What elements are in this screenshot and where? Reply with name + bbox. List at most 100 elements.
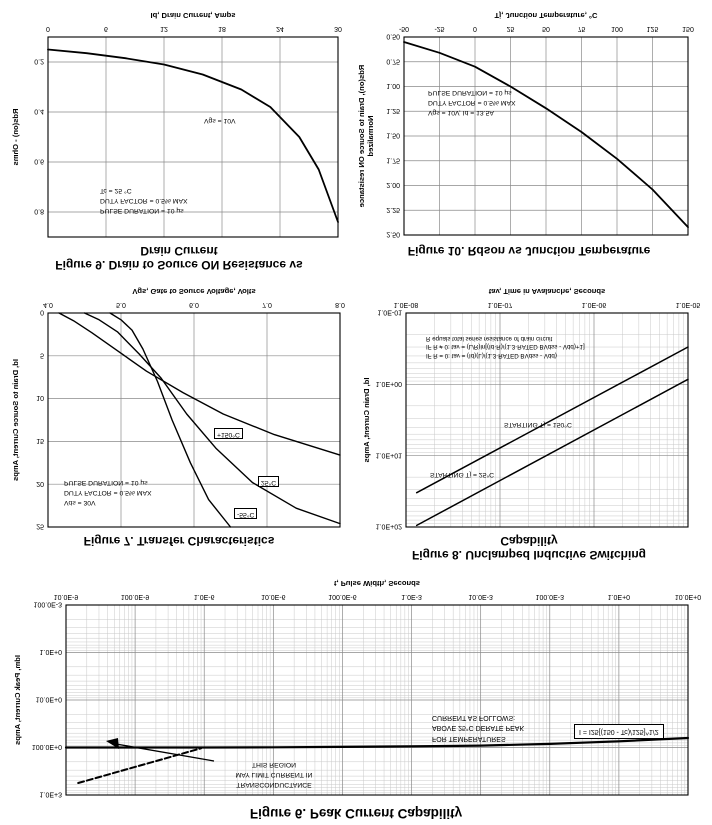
- annotation-line: R equals total series resistance of drai…: [426, 334, 553, 342]
- derating-formula: I = I25[(150 - Tc)/125]^1/2: [574, 723, 664, 739]
- annotation-line: DUTY FACTOR = 0.5% MAX: [64, 488, 152, 496]
- annotation-line: PULSE DURATION = 10 μs: [428, 88, 512, 96]
- svg-text:8.0: 8.0: [335, 301, 345, 308]
- svg-text:6: 6: [104, 25, 108, 32]
- svg-text:0.75: 0.75: [386, 57, 400, 64]
- figure-9-rdson-vs-drain-current: Figure 9. Drain to Source ON Resistance …: [8, 5, 350, 273]
- svg-text:0: 0: [473, 25, 477, 32]
- svg-text:Tj, Junction Temperature, °C: Tj, Junction Temperature, °C: [495, 11, 598, 20]
- svg-text:125: 125: [647, 25, 659, 32]
- annotation-line: ABOVE 25°C DERATE PEAK: [432, 724, 525, 732]
- svg-text:1.0E-07: 1.0E-07: [488, 301, 513, 308]
- figure-6-chart-area: 10.0E-9 100.0E-9 1.0E-6 10.0E-6 100.0E-6 1.0E…: [8, 571, 704, 801]
- svg-text:0.4: 0.4: [34, 108, 44, 115]
- annotation-line: IF R = 0: tav = (Id)(L)/(1.3·RATED BVdss…: [426, 352, 557, 359]
- svg-text:7.0: 7.0: [262, 301, 272, 308]
- svg-text:0.2: 0.2: [34, 58, 44, 65]
- svg-text:1.0E+02: 1.0E+02: [376, 523, 402, 530]
- figure-10-conditions: Vgs = 10V, Id = 13.5A DUTY FACTOR = 0.5%…: [428, 86, 516, 117]
- annotation-line: CURRENT AS FOLLOWS:: [432, 714, 516, 721]
- svg-text:0: 0: [40, 309, 44, 316]
- curve-label-plus-150C: +150°C: [214, 428, 243, 439]
- svg-text:2.25: 2.25: [386, 206, 400, 213]
- peak-current-capability-chart: 10.0E-9 100.0E-9 1.0E-6 10.0E-6 100.0E-6 1.0E…: [13, 579, 701, 798]
- svg-text:10.0E+0: 10.0E+0: [36, 696, 62, 703]
- svg-text:4.0: 4.0: [43, 301, 53, 308]
- svg-text:1.0E-08: 1.0E-08: [394, 301, 419, 308]
- svg-text:Rds(on), Drain to Source ON re: Rds(on), Drain to Source ON resistance: [358, 65, 366, 208]
- svg-text:18: 18: [218, 25, 226, 32]
- normalized-rdson-chart: -50 -25 0 25 50 75 100 125 150 0.50 0.75 1.00 1.25 1.…: [358, 11, 694, 238]
- annotation-line: Tc = 25 °C: [100, 186, 132, 194]
- svg-text:Normalized: Normalized: [366, 116, 375, 157]
- starting-tj-25C-label: STARTING Tj = 25°C: [430, 471, 495, 478]
- svg-text:2.00: 2.00: [386, 181, 400, 188]
- annotation-line: MAY LIMIT CURRENT IN: [235, 770, 313, 778]
- svg-text:t, Pulse Width, Seconds: t, Pulse Width, Seconds: [334, 579, 420, 588]
- svg-text:5: 5: [40, 351, 44, 358]
- annotation-line: IF R ≠ 0: tav = (L/R)ln[(Id·R)/(1.3·RATE…: [426, 343, 585, 351]
- svg-text:24: 24: [276, 25, 284, 32]
- svg-text:0.6: 0.6: [34, 158, 44, 165]
- svg-text:1.50: 1.50: [386, 132, 400, 139]
- annotation-line: DUTY FACTOR = 0.5% MAX: [428, 98, 516, 106]
- svg-text:10: 10: [36, 394, 44, 401]
- svg-text:1.0E+3: 1.0E+3: [40, 791, 62, 798]
- unclamped-inductive-switching-chart: 1.0E-08 1.0E-07 1.0E-06 1.0E-05 1.0E-01 1.0E+…: [362, 287, 700, 530]
- svg-text:1.0E+00: 1.0E+00: [376, 380, 402, 387]
- svg-text:1.0E+0: 1.0E+0: [40, 648, 62, 655]
- svg-text:5.0: 5.0: [116, 301, 126, 308]
- annotation-line: DUTY FACTOR = 0.5% MAX: [100, 196, 188, 204]
- figure-7-chart-area: 4.0 5.0 6.0 7.0 8.0 0 5 10 15 20 25 Vgs, Gate to So…: [8, 281, 350, 533]
- transconductance-note: TRANSCONDUCTANCE MAY LIMIT CURRENT IN TH…: [204, 758, 344, 789]
- figure-7-transfer-characteristics: Figure 7. Transfer Characteristics 4.0 5.…: [8, 281, 350, 563]
- rdson-vs-drain-current-chart: 0 6 12 18 24 30 0.2 0.4 0.6 0.8 Id, Drain Current,…: [11, 11, 342, 238]
- annotation-line: TRANSCONDUCTANCE: [236, 781, 312, 788]
- svg-text:25: 25: [36, 523, 44, 530]
- svg-text:Rds(on) - Ohms: Rds(on) - Ohms: [11, 109, 20, 166]
- svg-text:1.75: 1.75: [386, 156, 400, 163]
- transconductance-arrow: [106, 738, 215, 762]
- svg-text:1.0E-3: 1.0E-3: [401, 593, 422, 600]
- annotation-line: Vds = 30V: [64, 499, 96, 506]
- curve-label-minus-55C: -55°C: [234, 508, 258, 519]
- figure-6-peak-current-capability: Figure 6. Peak Current Capability 10.0E-…: [8, 571, 704, 821]
- svg-text:25: 25: [507, 25, 515, 32]
- svg-text:-25: -25: [434, 25, 444, 32]
- transfer-characteristics-chart: 4.0 5.0 6.0 7.0 8.0 0 5 10 15 20 25 Vgs, Gate to So…: [11, 287, 345, 530]
- figure-10-rdson-vs-junction-temperature: Figure 10. Rdson vs Junction Temperature…: [358, 5, 700, 273]
- svg-text:0.8: 0.8: [34, 208, 44, 215]
- svg-text:1.0E-06: 1.0E-06: [582, 301, 607, 308]
- annotation-line: THIS REGION: [251, 760, 297, 768]
- figure-10-chart-area: -50 -25 0 25 50 75 100 125 150 0.50 0.75 1.00 1.25 1.…: [358, 5, 700, 243]
- svg-text:100.0E-3: 100.0E-3: [34, 601, 63, 608]
- svg-text:0: 0: [46, 25, 50, 32]
- svg-text:10.0E-9: 10.0E-9: [54, 593, 79, 600]
- svg-text:1.0E+0: 1.0E+0: [608, 593, 630, 600]
- vgs-label: Vgs = 10V: [204, 117, 236, 124]
- figure-8-unclamped-inductive-switching: Figure 8. Unclamped Inductive Switching …: [358, 281, 700, 563]
- svg-text:Id, Drain to Source Current, A: Id, Drain to Source Current, Amps: [11, 359, 20, 481]
- figure-6-caption: Figure 6. Peak Current Capability: [249, 806, 463, 821]
- svg-text:6.0: 6.0: [189, 301, 199, 308]
- middle-figure-row: Figure 7. Transfer Characteristics 4.0 5.…: [8, 281, 704, 563]
- figure-7-caption: Figure 7. Transfer Characteristics: [83, 533, 275, 548]
- svg-text:1.0E-01: 1.0E-01: [377, 309, 402, 316]
- bottom-figure-row: Figure 9. Drain to Source ON Resistance …: [8, 5, 704, 273]
- annotation-line: PULSE DURATION = 10 μs: [64, 478, 148, 486]
- svg-text:12: 12: [160, 25, 168, 32]
- svg-text:100.0E-3: 100.0E-3: [536, 593, 565, 600]
- svg-text:Id, Drain Current, Amps: Id, Drain Current, Amps: [362, 378, 371, 463]
- annotation-line: PULSE DURATION = 10 μs: [100, 207, 184, 214]
- svg-text:100.0E+0: 100.0E+0: [32, 743, 62, 750]
- svg-text:1.25: 1.25: [386, 107, 400, 114]
- svg-text:20: 20: [36, 480, 44, 487]
- svg-text:-50: -50: [399, 25, 409, 32]
- figure-9-caption: Figure 9. Drain to Source ON Resistance …: [55, 243, 303, 272]
- figure-9-conditions: PULSE DURATION = 10 μs DUTY FACTOR = 0.5…: [100, 184, 188, 215]
- svg-text:75: 75: [578, 25, 586, 32]
- svg-text:tav, Time in Avalanche, Second: tav, Time in Avalanche, Seconds: [489, 287, 605, 296]
- figure-8-caption: Figure 8. Unclamped Inductive Switching …: [411, 533, 647, 562]
- derating-note: FOR TEMPERATURES ABOVE 25°C DERATE PEAK …: [432, 712, 524, 744]
